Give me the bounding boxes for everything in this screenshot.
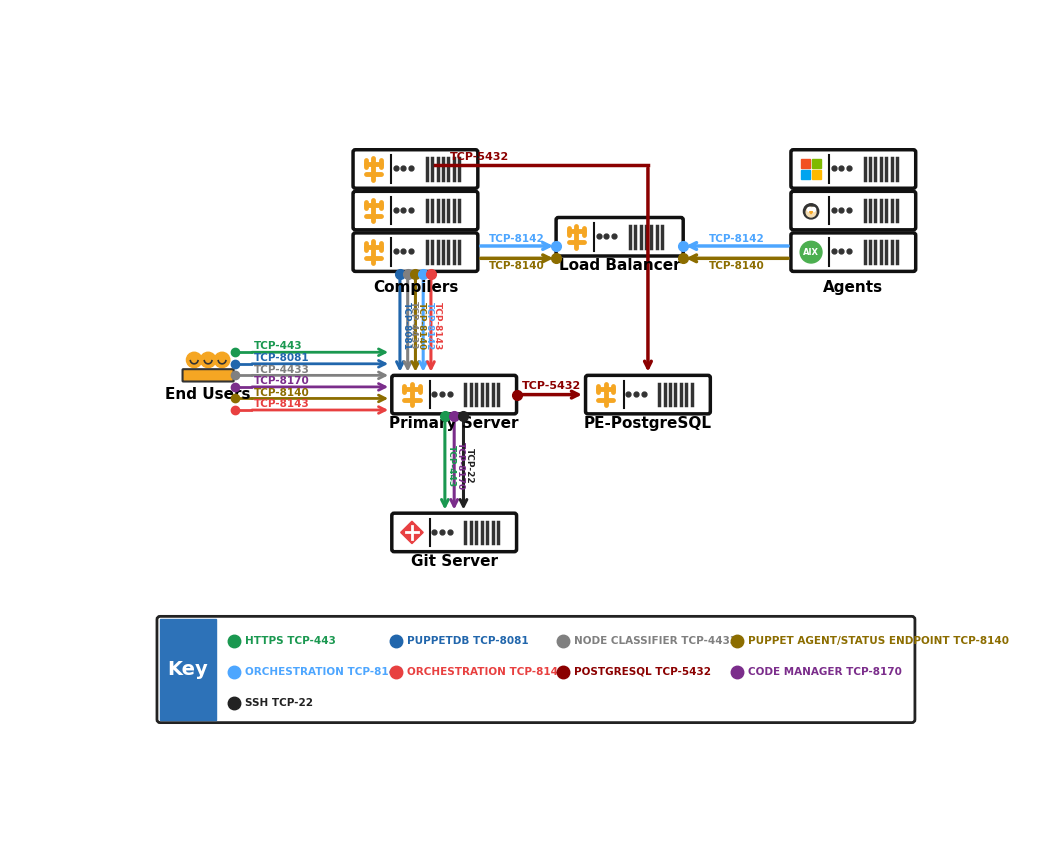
Text: TCP-8170: TCP-8170 bbox=[456, 442, 465, 490]
FancyBboxPatch shape bbox=[353, 150, 478, 188]
FancyBboxPatch shape bbox=[392, 376, 516, 414]
Text: TCP-443: TCP-443 bbox=[446, 445, 456, 487]
FancyBboxPatch shape bbox=[183, 369, 234, 382]
FancyBboxPatch shape bbox=[353, 191, 478, 230]
Text: TCP-8140: TCP-8140 bbox=[710, 261, 765, 270]
Text: Agents: Agents bbox=[823, 280, 883, 295]
Bar bbox=[812, 159, 821, 168]
Text: TCP-8143: TCP-8143 bbox=[254, 400, 309, 409]
Text: Key: Key bbox=[167, 660, 208, 679]
Text: TCP-5432: TCP-5432 bbox=[450, 152, 510, 162]
Circle shape bbox=[186, 352, 202, 368]
FancyBboxPatch shape bbox=[353, 233, 478, 271]
Text: TCP-8081: TCP-8081 bbox=[401, 302, 411, 349]
Text: TCP-8143: TCP-8143 bbox=[433, 302, 441, 350]
Text: PUPPETDB TCP-8081: PUPPETDB TCP-8081 bbox=[408, 636, 529, 646]
Text: Load Balancer: Load Balancer bbox=[559, 258, 680, 274]
Bar bbox=[160, 620, 216, 720]
Text: TCP-8081: TCP-8081 bbox=[254, 353, 309, 363]
FancyBboxPatch shape bbox=[791, 233, 915, 271]
Circle shape bbox=[201, 352, 216, 368]
Text: PUPPET AGENT/STATUS ENDPOINT TCP-8140: PUPPET AGENT/STATUS ENDPOINT TCP-8140 bbox=[748, 636, 1009, 646]
Text: TCP-5432: TCP-5432 bbox=[521, 381, 581, 391]
Bar bbox=[812, 170, 821, 179]
FancyBboxPatch shape bbox=[392, 513, 516, 552]
Text: Compilers: Compilers bbox=[373, 280, 458, 295]
FancyBboxPatch shape bbox=[791, 150, 915, 188]
Text: TCP-8140: TCP-8140 bbox=[254, 388, 309, 398]
Text: TCP-443: TCP-443 bbox=[254, 342, 302, 352]
Text: TCP-8170: TCP-8170 bbox=[254, 377, 309, 386]
Text: PE-PostgreSQL: PE-PostgreSQL bbox=[584, 416, 712, 431]
Text: TCP-4433: TCP-4433 bbox=[254, 365, 309, 375]
Text: ORCHESTRATION TCP-8142: ORCHESTRATION TCP-8142 bbox=[245, 666, 402, 677]
Text: HTTPS TCP-443: HTTPS TCP-443 bbox=[245, 636, 335, 646]
FancyBboxPatch shape bbox=[556, 218, 683, 256]
Circle shape bbox=[214, 352, 230, 368]
Circle shape bbox=[800, 241, 822, 263]
Text: TCP-4433: TCP-4433 bbox=[410, 302, 418, 350]
FancyBboxPatch shape bbox=[585, 376, 711, 414]
Text: POSTGRESQL TCP-5432: POSTGRESQL TCP-5432 bbox=[574, 666, 711, 677]
Polygon shape bbox=[810, 212, 813, 214]
Text: TCP-8140: TCP-8140 bbox=[417, 302, 426, 349]
Text: TCP-8140: TCP-8140 bbox=[489, 261, 544, 270]
Text: NODE CLASSIFIER TCP-4433: NODE CLASSIFIER TCP-4433 bbox=[574, 636, 737, 646]
Text: TCP-22: TCP-22 bbox=[465, 448, 474, 484]
Text: Primary Server: Primary Server bbox=[390, 416, 519, 431]
Text: TCP-8142: TCP-8142 bbox=[710, 234, 765, 244]
FancyBboxPatch shape bbox=[157, 616, 915, 722]
Polygon shape bbox=[400, 521, 423, 544]
Text: Git Server: Git Server bbox=[411, 554, 497, 569]
Circle shape bbox=[804, 204, 818, 219]
Text: SSH TCP-22: SSH TCP-22 bbox=[245, 698, 312, 707]
Text: ORCHESTRATION TCP-8143: ORCHESTRATION TCP-8143 bbox=[408, 666, 565, 677]
Circle shape bbox=[806, 207, 816, 217]
Bar bbox=[800, 159, 810, 168]
Bar bbox=[800, 170, 810, 179]
Text: TCP-8142: TCP-8142 bbox=[489, 234, 544, 244]
Text: TCP-8142: TCP-8142 bbox=[424, 302, 434, 350]
Text: AIX: AIX bbox=[803, 247, 819, 257]
Text: CODE MANAGER TCP-8170: CODE MANAGER TCP-8170 bbox=[748, 666, 902, 677]
Text: End Users: End Users bbox=[165, 387, 251, 402]
FancyBboxPatch shape bbox=[791, 191, 915, 230]
